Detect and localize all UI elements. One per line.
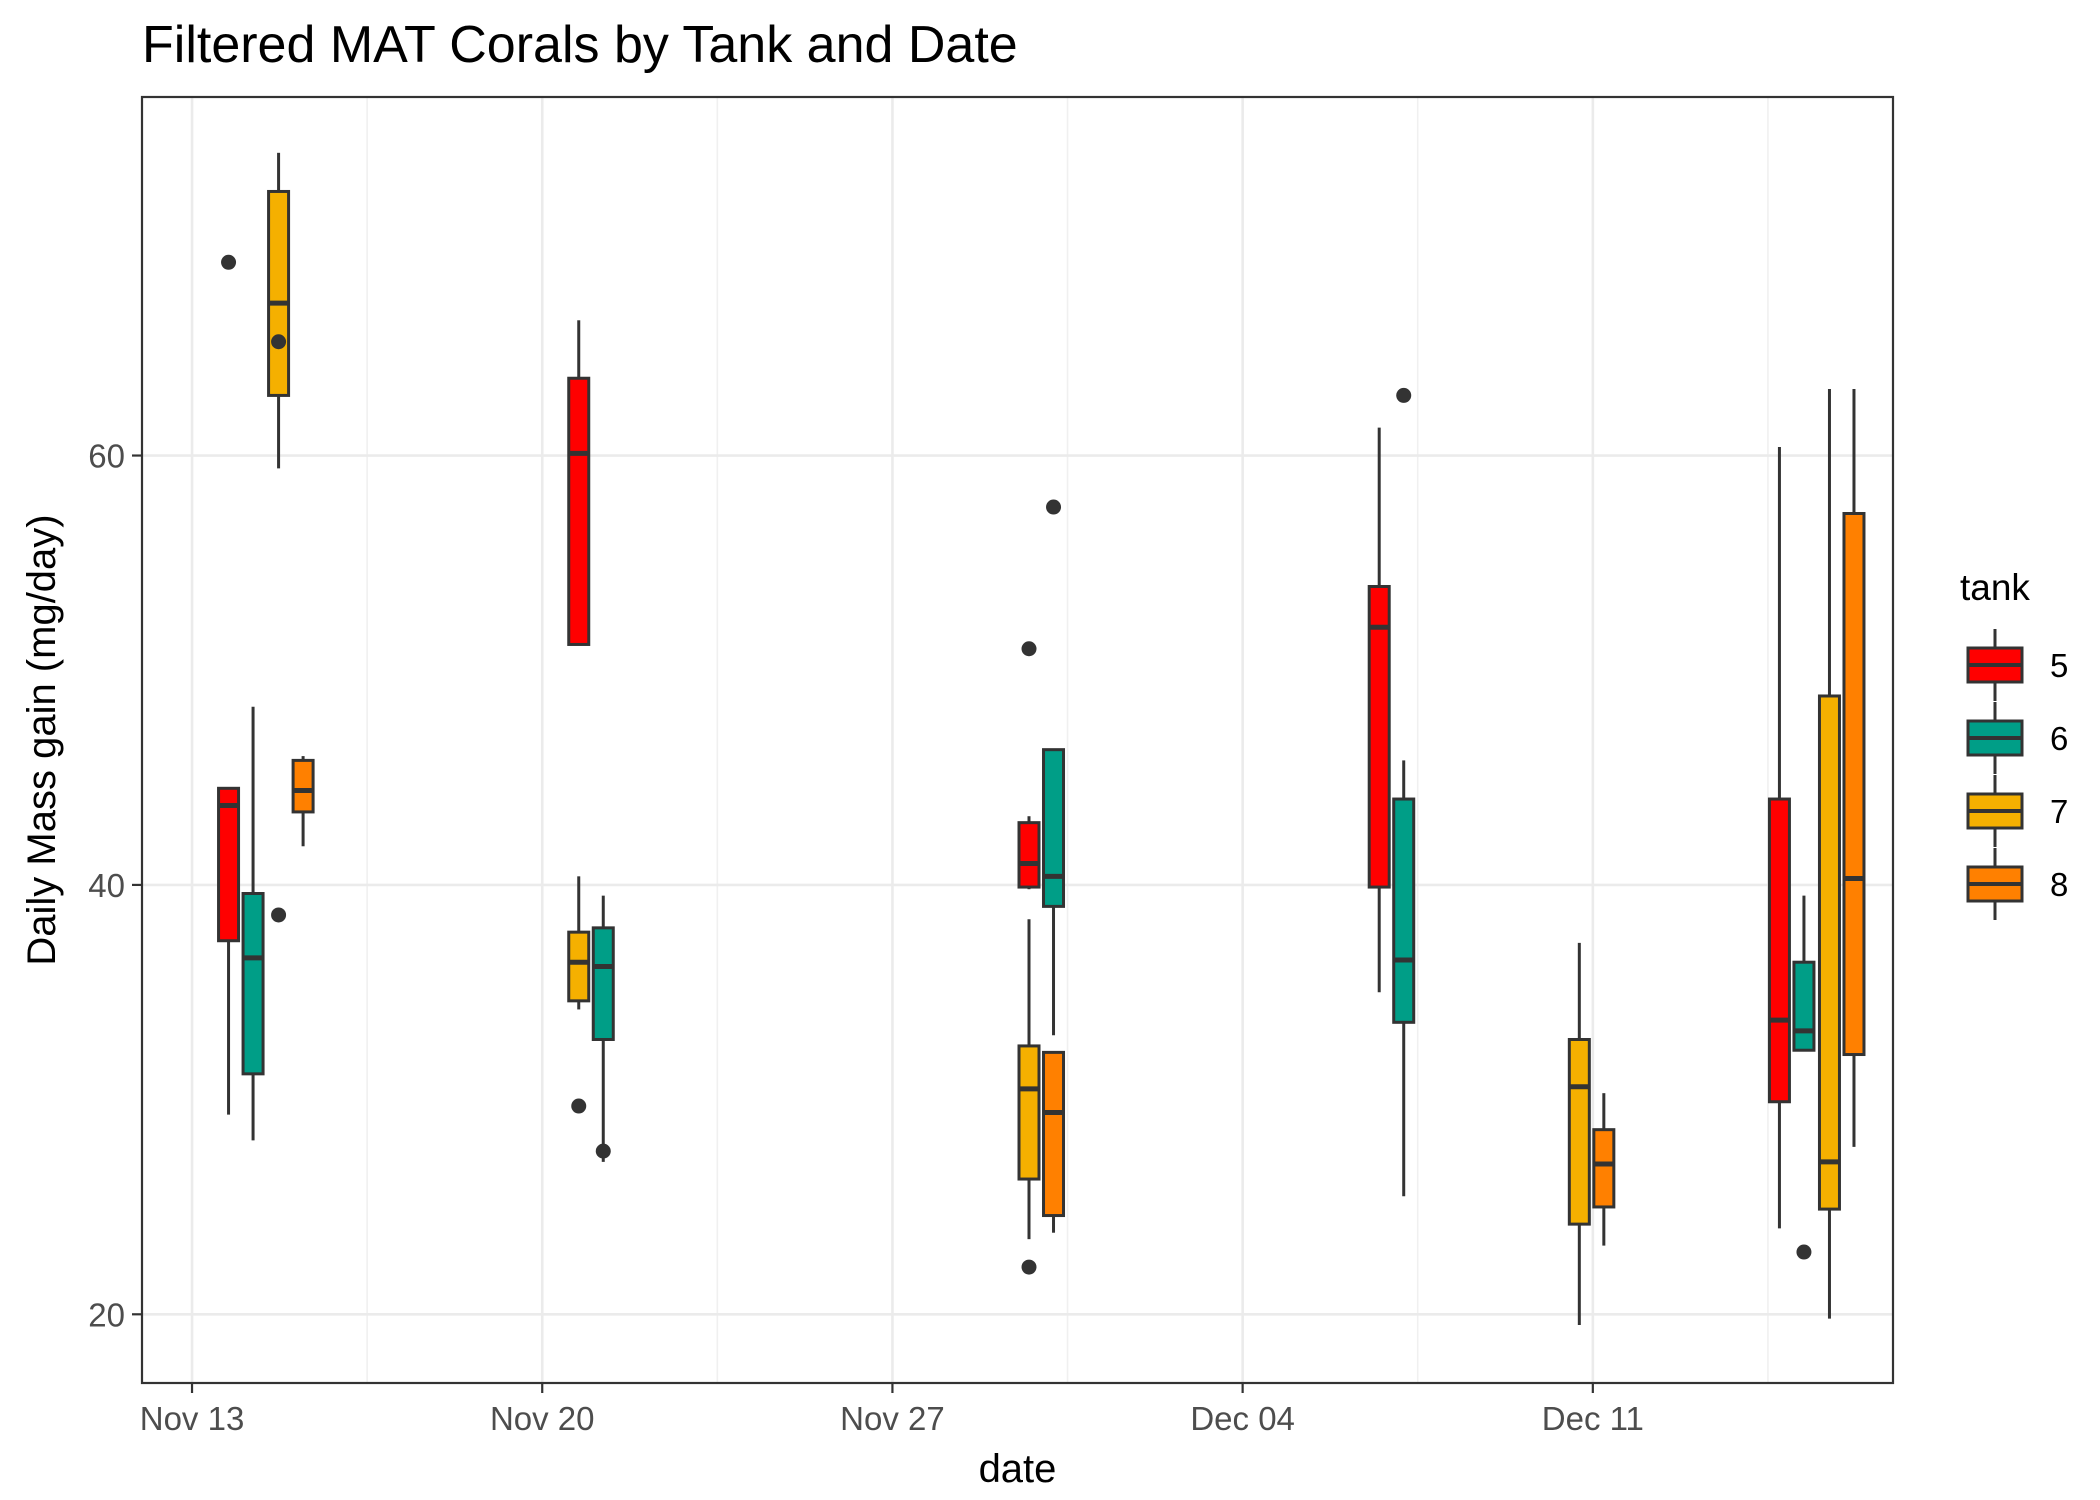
box-tank-6 [241, 706, 265, 1141]
y-axis-title: Daily Mass gain (mg/day) [20, 514, 64, 965]
box-tank-8 [1842, 388, 1866, 1147]
box-tank-7 [1567, 942, 1591, 1326]
box-body [1792, 960, 1816, 1052]
box-body [291, 758, 315, 814]
outlier-point [1021, 1259, 1037, 1275]
y-tick-label: 20 [88, 1296, 125, 1333]
box-tank-5 [1367, 427, 1391, 993]
y-tick-label: 40 [88, 867, 125, 904]
legend: tank 5 6 7 8 [1960, 567, 2068, 920]
box-body [1042, 748, 1066, 908]
box-tank-6 [1042, 499, 1066, 1036]
outlier-point [271, 334, 287, 350]
outlier-point [1021, 641, 1037, 657]
box-body [1817, 694, 1841, 1211]
legend-label: 7 [2050, 793, 2068, 830]
box-tank-8 [1592, 1093, 1616, 1246]
box-body [1842, 512, 1866, 1057]
box-tank-8 [291, 756, 315, 847]
box-tank-5 [1017, 641, 1041, 1275]
outlier-point [1046, 499, 1062, 515]
box-tank-6 [591, 895, 615, 1162]
outlier-point [571, 1098, 587, 1114]
box-tank-7 [1817, 388, 1841, 1319]
box-tank-5 [217, 254, 241, 1115]
box-body [567, 376, 591, 646]
box-body [1567, 1037, 1591, 1226]
legend-label: 6 [2050, 720, 2068, 757]
legend-item-8: 8 [1966, 848, 2068, 920]
box-body [241, 892, 265, 1076]
x-tick-label: Nov 20 [490, 1400, 595, 1437]
box-body [1017, 821, 1041, 889]
box-tank-5 [567, 320, 591, 646]
box-body [1592, 1128, 1616, 1209]
y-tick-label: 60 [88, 438, 125, 475]
outlier-point [1396, 387, 1412, 403]
chart-title: Filtered MAT Corals by Tank and Date [142, 16, 1018, 74]
axes: Nov 13 Nov 20 Nov 27 Dec 04 Dec 11 20 40 60 [88, 438, 1644, 1437]
legend-label: 5 [2050, 647, 2068, 684]
legend-item-7: 7 [1966, 775, 2068, 847]
plot-panel-border [140, 95, 1895, 1385]
box-tank-7 [267, 152, 291, 923]
box-tank-6 [1392, 387, 1416, 1197]
box-body [1767, 797, 1791, 1104]
box-body [1017, 1044, 1041, 1181]
outlier-point [271, 907, 287, 923]
x-tick-label: Nov 13 [140, 1400, 245, 1437]
outlier-point [595, 1143, 611, 1159]
legend-label: 8 [2050, 866, 2068, 903]
outlier-point [221, 254, 237, 270]
box-tank-6 [1792, 895, 1816, 1260]
box-tank-7 [567, 876, 591, 1114]
legend-title: tank [1960, 567, 2030, 608]
box-body [267, 189, 291, 397]
outlier-point [1796, 1244, 1812, 1260]
box-tank-7 [1017, 919, 1041, 1240]
box-tank-5 [1767, 446, 1791, 1229]
box-body [591, 926, 615, 1041]
x-axis-title: date [979, 1447, 1057, 1491]
grid [142, 97, 1893, 1383]
box-body [217, 786, 241, 943]
legend-item-5: 5 [1966, 629, 2068, 701]
box-body [567, 930, 591, 1003]
x-tick-label: Nov 27 [840, 1400, 945, 1437]
box-body [1042, 1050, 1066, 1218]
x-tick-label: Dec 04 [1190, 1400, 1295, 1437]
box-body [1392, 797, 1416, 1024]
boxes [217, 152, 1866, 1326]
box-body [1367, 584, 1391, 889]
box-tank-8 [1042, 1050, 1066, 1233]
x-tick-label: Dec 11 [1542, 1400, 1644, 1437]
legend-item-6: 6 [1966, 702, 2068, 774]
